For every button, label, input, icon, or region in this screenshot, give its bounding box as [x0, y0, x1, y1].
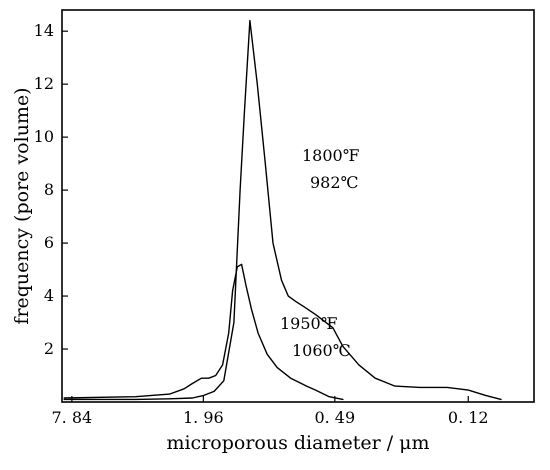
y-tick-label: 8	[44, 180, 54, 199]
y-tick-label: 14	[34, 21, 54, 40]
tick-layer: 7. 84 1. 96 0. 49 0. 12 2 4 6 8 10 12 14	[34, 21, 489, 427]
y-tick-label: 12	[34, 74, 54, 93]
series-1-annotation-1: 1800℉	[302, 146, 360, 165]
y-tick-label: 2	[44, 339, 54, 358]
series-layer	[63, 19, 502, 401]
x-tick-label: 7. 84	[52, 408, 93, 427]
series-2-annotation-1: 1950℉	[280, 314, 338, 333]
x-axis-label: microporous diameter / μm	[166, 432, 429, 454]
plot-frame	[61, 9, 535, 403]
x-tick-label: 0. 49	[314, 408, 355, 427]
y-tick-label: 6	[44, 233, 54, 252]
x-tick-label: 1. 96	[183, 408, 224, 427]
y-axis-label: frequency (pore volume)	[11, 87, 33, 324]
y-tick-label: 10	[34, 127, 54, 146]
series-1-line	[63, 19, 502, 401]
y-tick-label: 4	[44, 286, 54, 305]
series-2-annotation-2: 1060℃	[292, 341, 351, 360]
series-2-line	[63, 263, 344, 401]
series-1-annotation-2: 982℃	[310, 173, 358, 192]
x-tick-label: 0. 12	[448, 408, 489, 427]
